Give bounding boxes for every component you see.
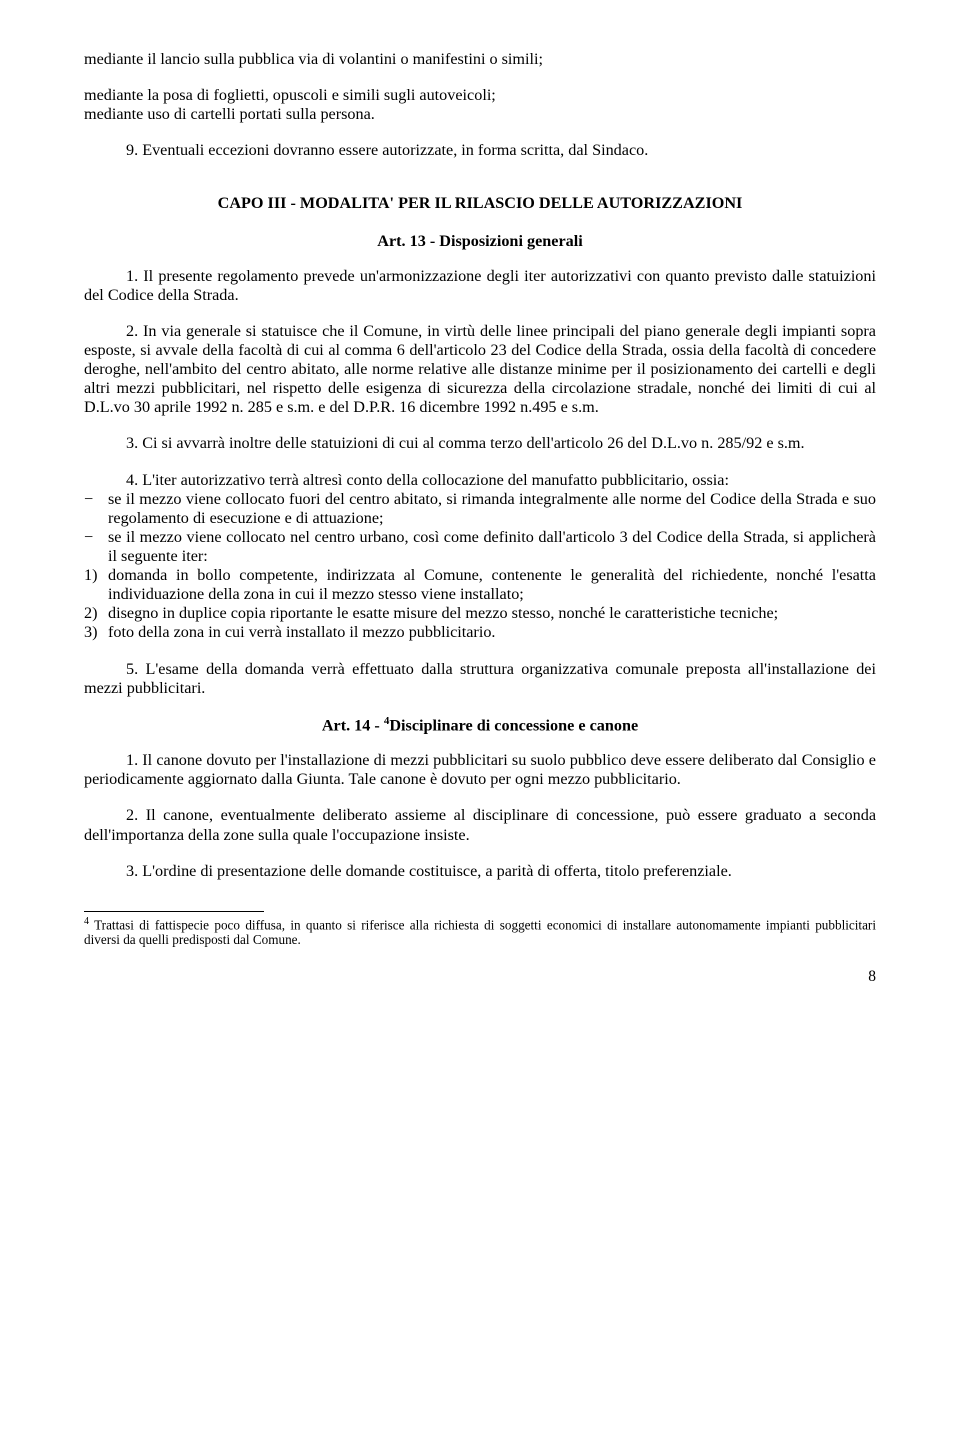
art13-para4-lead: 4. L'iter autorizzativo terrà altresì co… (84, 471, 876, 490)
numbered-item: 3) foto della zona in cui verrà installa… (84, 623, 876, 642)
intro-list-item-2: mediante la posa di foglietti, opuscoli … (84, 86, 876, 105)
art14-suffix: Disciplinare di concessione e canone (389, 716, 638, 734)
intro-list-item-1: mediante il lancio sulla pubblica via di… (84, 50, 876, 69)
art13-para5: 5. L'esame della domanda verrà effettuat… (84, 660, 876, 698)
dash-icon: − (84, 528, 108, 566)
art14-para3: 3. L'ordine di presentazione delle doman… (84, 862, 876, 881)
numbered-item: 2) disegno in duplice copia riportante l… (84, 604, 876, 623)
document-page: mediante il lancio sulla pubblica via di… (0, 0, 960, 1026)
footnote-4: 4 Trattasi di fattispecie poco diffusa, … (84, 916, 876, 948)
art13-para3: 3. Ci si avvarrà inoltre delle statuizio… (84, 434, 876, 453)
bullet-text: se il mezzo viene collocato nel centro u… (108, 528, 876, 566)
art-13-title: Art. 13 - Disposizioni generali (84, 232, 876, 251)
number-label: 3) (84, 623, 108, 642)
art13-numbered-list: 1) domanda in bollo competente, indirizz… (84, 566, 876, 642)
intro-list-item-3: mediante uso di cartelli portati sulla p… (84, 105, 876, 124)
numbered-text: foto della zona in cui verrà installato … (108, 623, 876, 642)
footnote-text: Trattasi di fattispecie poco diffusa, in… (84, 917, 876, 947)
art13-bullet-list: − se il mezzo viene collocato fuori del … (84, 490, 876, 566)
art-14-title: Art. 14 - 4Disciplinare di concessione e… (84, 715, 876, 736)
dash-icon: − (84, 490, 108, 528)
capo-3-title: CAPO III - MODALITA' PER IL RILASCIO DEL… (84, 194, 876, 213)
numbered-text: domanda in bollo competente, indirizzata… (108, 566, 876, 604)
footnote-separator (84, 911, 264, 912)
numbered-text: disegno in duplice copia riportante le e… (108, 604, 876, 623)
paragraph-9: 9. Eventuali eccezioni dovranno essere a… (84, 141, 876, 160)
art13-para1: 1. Il presente regolamento prevede un'ar… (84, 267, 876, 305)
bullet-item: − se il mezzo viene collocato fuori del … (84, 490, 876, 528)
art13-para2: 2. In via generale si statuisce che il C… (84, 322, 876, 418)
art14-prefix: Art. 14 - (322, 716, 384, 734)
number-label: 1) (84, 566, 108, 604)
art14-para2: 2. Il canone, eventualmente deliberato a… (84, 806, 876, 844)
page-number: 8 (84, 968, 876, 986)
numbered-item: 1) domanda in bollo competente, indirizz… (84, 566, 876, 604)
art14-para1: 1. Il canone dovuto per l'installazione … (84, 751, 876, 789)
bullet-item: − se il mezzo viene collocato nel centro… (84, 528, 876, 566)
bullet-text: se il mezzo viene collocato fuori del ce… (108, 490, 876, 528)
number-label: 2) (84, 604, 108, 623)
